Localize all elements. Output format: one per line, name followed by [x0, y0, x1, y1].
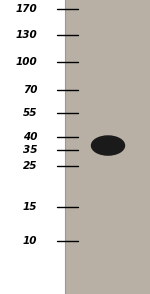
Text: 130: 130: [16, 30, 38, 40]
Text: 100: 100: [16, 57, 38, 67]
Bar: [66, 0, 150, 294]
Ellipse shape: [92, 136, 124, 155]
Text: 170: 170: [16, 4, 38, 14]
Text: 25: 25: [23, 161, 38, 171]
Text: 40: 40: [23, 132, 38, 142]
Text: 35: 35: [23, 145, 38, 155]
Text: 70: 70: [23, 85, 38, 95]
Text: 10: 10: [23, 236, 38, 246]
Text: 15: 15: [23, 202, 38, 212]
Text: 55: 55: [23, 108, 38, 118]
